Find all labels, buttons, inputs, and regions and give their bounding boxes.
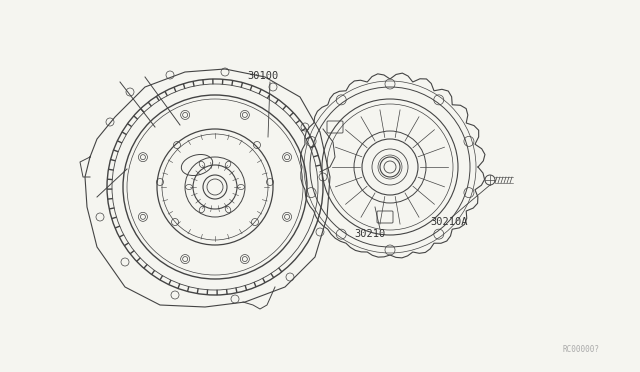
- Text: 30210A: 30210A: [430, 217, 467, 227]
- Text: RC00000?: RC00000?: [563, 345, 600, 354]
- Text: 30100: 30100: [247, 71, 278, 81]
- Text: 30210: 30210: [354, 229, 385, 239]
